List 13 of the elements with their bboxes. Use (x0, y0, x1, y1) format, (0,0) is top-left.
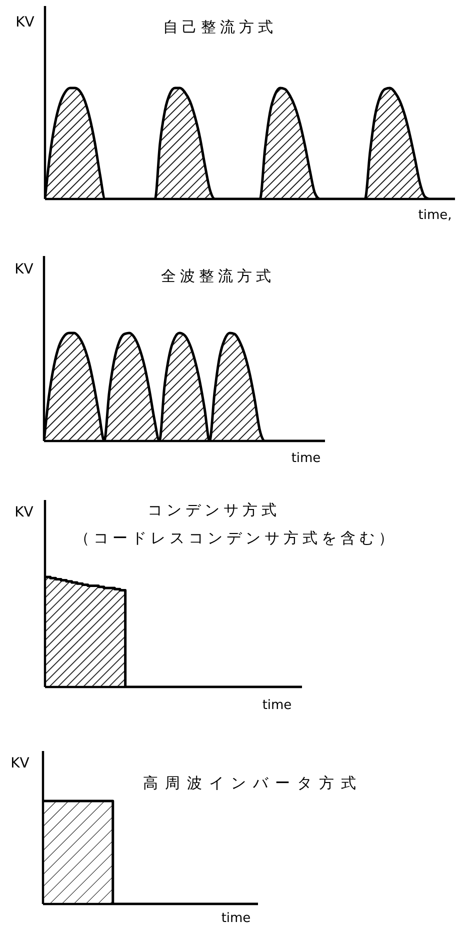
chart-subtitle: （コードレスコンデンサ方式を含む） (74, 528, 398, 547)
x-axis-title: time (291, 450, 321, 466)
y-axis-title: KV (16, 14, 34, 31)
x-axis-title: time (262, 698, 292, 714)
y-axis-title: KV (10, 755, 30, 772)
chart-title: コンデンサ方式 (148, 500, 280, 519)
chart-title: 自己整流方式 (163, 18, 277, 36)
chart-title: 高周波インバータ方式 (143, 774, 363, 792)
chart-title: 全波整流方式 (161, 266, 275, 285)
y-axis-title: KV (14, 504, 34, 521)
x-axis-title: time, (418, 208, 452, 224)
y-axis-title: KV (14, 261, 34, 278)
x-axis-title: time (221, 910, 251, 926)
